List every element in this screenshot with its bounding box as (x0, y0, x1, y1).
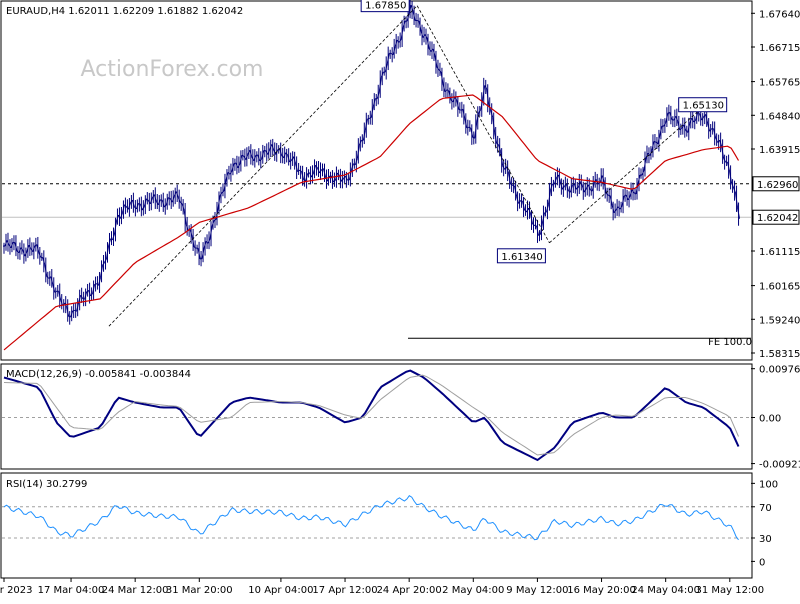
macd-title: MACD(12,26,9) -0.005841 -0.003844 (6, 369, 191, 380)
candle-body (73, 310, 75, 311)
price-tick-label: 1.59240 (759, 315, 800, 326)
x-tick-label: 9 May 12:00 (506, 585, 568, 596)
rsi-tick-label: 70 (759, 503, 772, 514)
x-tick-label: 24 Apr 20:00 (377, 585, 442, 596)
annotation-label: 1.67850 (365, 1, 406, 12)
annotation-label: 1.65130 (683, 101, 724, 112)
annotation-label: 1.61340 (501, 252, 542, 263)
x-tick-label: 16 May 20:00 (567, 585, 636, 596)
price-tick-label: 1.64840 (759, 111, 800, 122)
rsi-title: RSI(14) 30.2799 (6, 479, 87, 490)
price-title: EURAUD,H4 1.62011 1.62209 1.61882 1.6204… (6, 6, 243, 17)
candle-body (467, 127, 469, 128)
x-tick-label: 10 Apr 04:00 (248, 585, 313, 596)
x-tick-label: 17 Mar 04:00 (38, 585, 105, 596)
price-tick-label: 1.67640 (759, 9, 800, 20)
price-tick-label: 1.61115 (759, 247, 800, 258)
x-tick-label: 24 May 04:00 (631, 585, 700, 596)
last-price-label: 1.62042 (757, 213, 798, 224)
macd-tick-label: -0.009216 (759, 460, 800, 471)
x-tick-label: 17 Apr 12:00 (312, 585, 377, 596)
rsi-tick-label: 100 (759, 479, 778, 490)
candle-body (367, 119, 369, 120)
price-tick-label: 1.65765 (759, 78, 800, 89)
price-tick-label: 1.60165 (759, 282, 800, 293)
x-tick-label: 2 May 04:00 (442, 585, 504, 596)
price-tick-label: 1.66715 (759, 43, 800, 54)
candle-body (417, 20, 419, 21)
x-tick-label: 9 Mar 2023 (0, 585, 33, 596)
macd-tick-label: 0.009761 (759, 365, 800, 376)
x-tick-label: 31 May 12:00 (696, 585, 765, 596)
price-tick-label: 1.63915 (759, 145, 800, 156)
rsi-tick-label: 0 (759, 557, 765, 568)
price-tick-label: 1.58315 (759, 349, 800, 360)
level-price-label: 1.62960 (757, 180, 798, 191)
macd-tick-label: 0.00 (759, 414, 781, 425)
candle-body (654, 141, 656, 142)
x-tick-label: 24 Mar 12:00 (102, 585, 169, 596)
candle-body (459, 109, 461, 110)
watermark: ActionForex.com (81, 57, 264, 82)
rsi-tick-label: 30 (759, 534, 772, 545)
candle-body (160, 200, 162, 201)
x-tick-label: 31 Mar 20:00 (166, 585, 233, 596)
